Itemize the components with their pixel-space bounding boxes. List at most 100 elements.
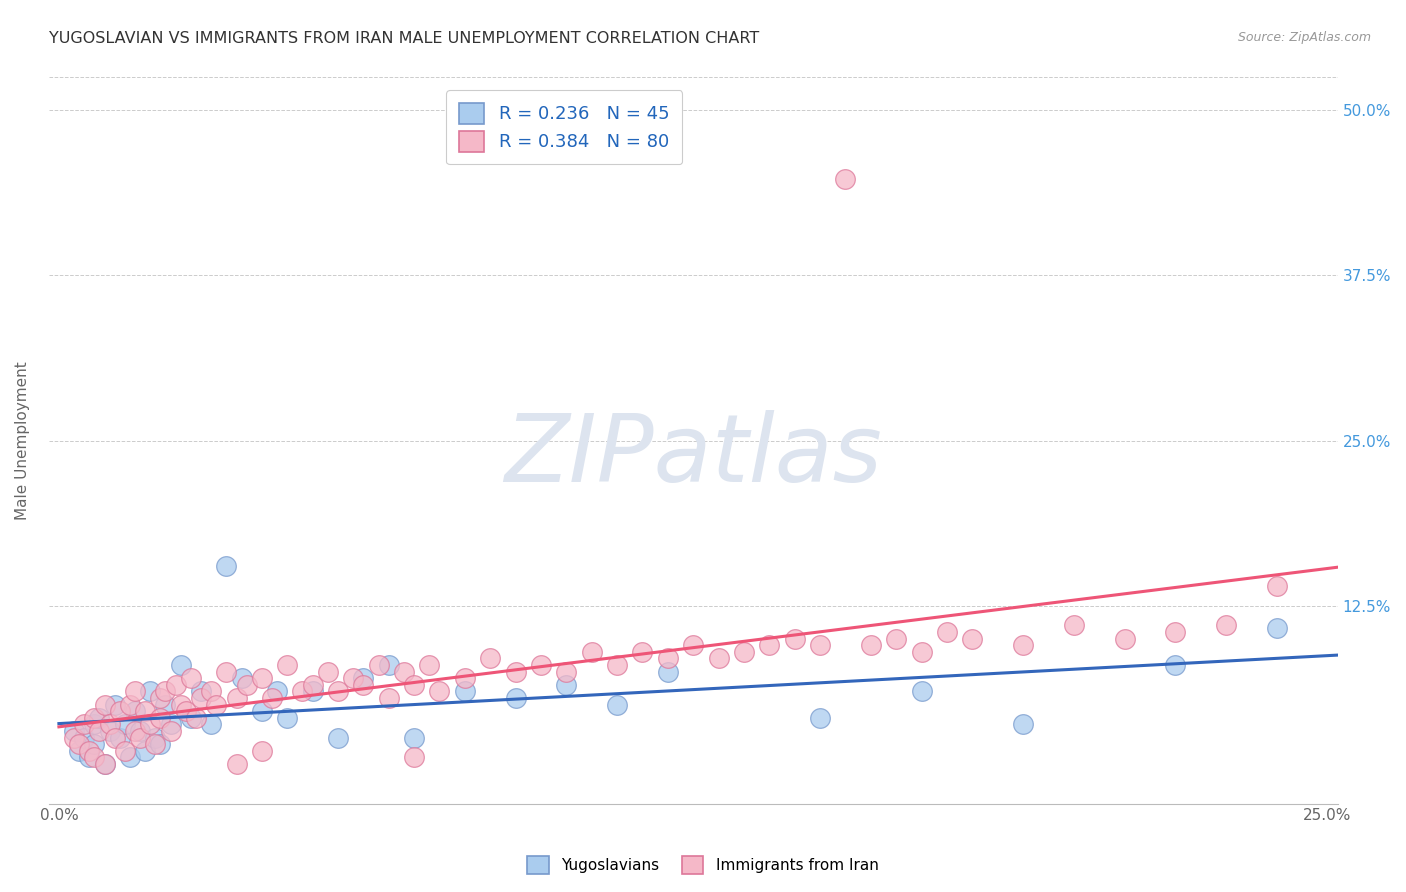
- Point: [316, 665, 339, 679]
- Point: [104, 698, 127, 712]
- Point: [479, 651, 502, 665]
- Point: [1265, 621, 1288, 635]
- Point: [342, 671, 364, 685]
- Point: [174, 704, 197, 718]
- Point: [98, 717, 121, 731]
- Y-axis label: Male Unemployment: Male Unemployment: [15, 361, 30, 520]
- Point: [260, 691, 283, 706]
- Point: [104, 731, 127, 745]
- Point: [225, 757, 247, 772]
- Point: [808, 638, 831, 652]
- Point: [276, 711, 298, 725]
- Point: [200, 717, 222, 731]
- Point: [733, 645, 755, 659]
- Point: [200, 684, 222, 698]
- Point: [89, 724, 111, 739]
- Point: [124, 684, 146, 698]
- Point: [231, 671, 253, 685]
- Point: [1114, 632, 1136, 646]
- Point: [83, 717, 105, 731]
- Point: [250, 704, 273, 718]
- Point: [834, 172, 856, 186]
- Point: [180, 711, 202, 725]
- Point: [377, 657, 399, 672]
- Point: [291, 684, 314, 698]
- Point: [404, 731, 426, 745]
- Point: [155, 698, 177, 712]
- Point: [149, 711, 172, 725]
- Point: [63, 724, 86, 739]
- Point: [505, 665, 527, 679]
- Point: [1063, 618, 1085, 632]
- Point: [1265, 579, 1288, 593]
- Point: [73, 731, 96, 745]
- Point: [165, 678, 187, 692]
- Point: [250, 744, 273, 758]
- Point: [707, 651, 730, 665]
- Point: [859, 638, 882, 652]
- Point: [93, 698, 115, 712]
- Point: [159, 724, 181, 739]
- Point: [184, 711, 207, 725]
- Point: [367, 657, 389, 672]
- Point: [429, 684, 451, 698]
- Point: [276, 657, 298, 672]
- Point: [657, 651, 679, 665]
- Point: [392, 665, 415, 679]
- Text: ZIPatlas: ZIPatlas: [505, 409, 882, 500]
- Point: [352, 678, 374, 692]
- Point: [139, 684, 162, 698]
- Point: [404, 750, 426, 764]
- Point: [682, 638, 704, 652]
- Point: [301, 684, 323, 698]
- Point: [530, 657, 553, 672]
- Point: [1012, 638, 1035, 652]
- Point: [118, 750, 141, 764]
- Point: [910, 645, 932, 659]
- Point: [93, 757, 115, 772]
- Point: [326, 731, 349, 745]
- Point: [1164, 657, 1187, 672]
- Text: YUGOSLAVIAN VS IMMIGRANTS FROM IRAN MALE UNEMPLOYMENT CORRELATION CHART: YUGOSLAVIAN VS IMMIGRANTS FROM IRAN MALE…: [49, 31, 759, 46]
- Point: [758, 638, 780, 652]
- Point: [190, 684, 212, 698]
- Point: [215, 665, 238, 679]
- Point: [377, 691, 399, 706]
- Point: [225, 691, 247, 706]
- Point: [124, 704, 146, 718]
- Point: [67, 744, 90, 758]
- Point: [124, 724, 146, 739]
- Point: [170, 698, 193, 712]
- Point: [301, 678, 323, 692]
- Point: [205, 698, 228, 712]
- Point: [143, 731, 166, 745]
- Point: [783, 632, 806, 646]
- Point: [155, 684, 177, 698]
- Point: [808, 711, 831, 725]
- Point: [73, 717, 96, 731]
- Point: [129, 731, 152, 745]
- Point: [1012, 717, 1035, 731]
- Point: [1164, 624, 1187, 639]
- Legend: R = 0.236   N = 45, R = 0.384   N = 80: R = 0.236 N = 45, R = 0.384 N = 80: [447, 90, 682, 164]
- Point: [139, 717, 162, 731]
- Point: [266, 684, 288, 698]
- Point: [404, 678, 426, 692]
- Text: Source: ZipAtlas.com: Source: ZipAtlas.com: [1237, 31, 1371, 45]
- Point: [418, 657, 440, 672]
- Point: [606, 657, 628, 672]
- Point: [631, 645, 654, 659]
- Point: [555, 665, 578, 679]
- Point: [98, 724, 121, 739]
- Point: [884, 632, 907, 646]
- Point: [326, 684, 349, 698]
- Point: [114, 717, 136, 731]
- Point: [129, 724, 152, 739]
- Point: [935, 624, 957, 639]
- Point: [143, 737, 166, 751]
- Point: [67, 737, 90, 751]
- Point: [250, 671, 273, 685]
- Point: [1215, 618, 1237, 632]
- Point: [962, 632, 984, 646]
- Point: [118, 698, 141, 712]
